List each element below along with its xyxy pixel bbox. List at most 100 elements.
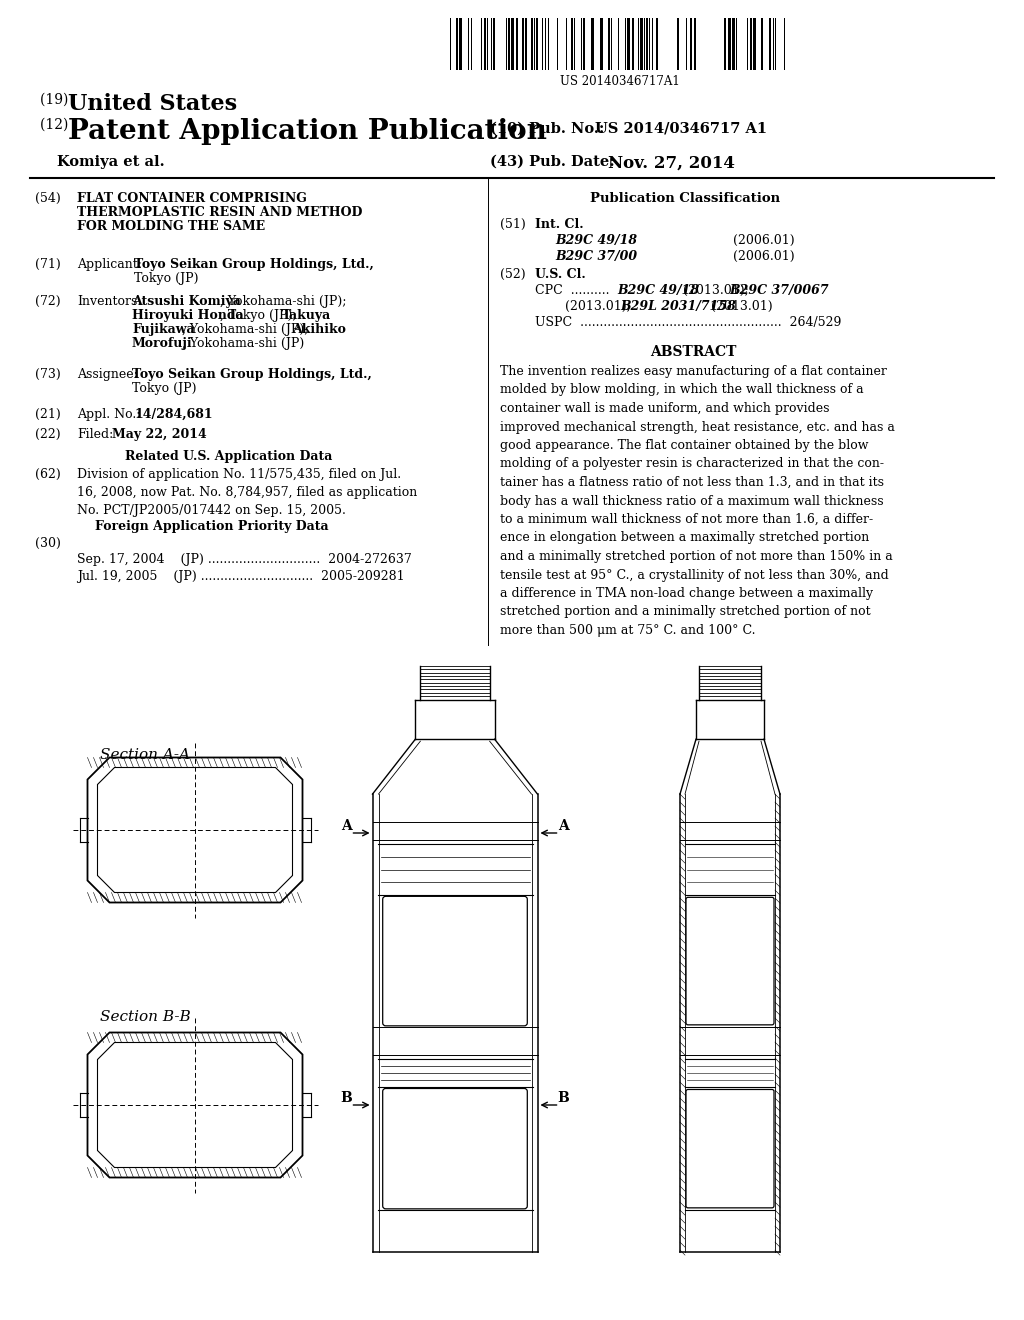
Bar [640, 18, 643, 70]
Text: (2013.01);: (2013.01); [565, 300, 635, 313]
Text: (52): (52) [500, 268, 525, 281]
Text: Division of application No. 11/575,435, filed on Jul.
16, 2008, now Pat. No. 8,7: Division of application No. 11/575,435, … [77, 469, 417, 517]
Text: (71): (71) [35, 257, 60, 271]
Text: Takuya: Takuya [282, 309, 331, 322]
Text: Section B-B: Section B-B [100, 1010, 190, 1024]
Bar [724, 18, 726, 70]
Text: Toyo Seikan Group Holdings, Ltd.,: Toyo Seikan Group Holdings, Ltd., [132, 368, 372, 381]
Bar [511, 18, 514, 70]
Bar [459, 18, 462, 70]
Bar [761, 18, 763, 70]
Bar [750, 18, 752, 70]
Text: Morofuji: Morofuji [132, 337, 193, 350]
Text: US 20140346717A1: US 20140346717A1 [560, 75, 680, 88]
Bar [677, 18, 679, 70]
Bar [656, 18, 658, 70]
Text: FLAT CONTAINER COMPRISING: FLAT CONTAINER COMPRISING [77, 191, 307, 205]
Text: B29L 2031/7158: B29L 2031/7158 [620, 300, 736, 313]
Text: (2006.01): (2006.01) [685, 234, 795, 247]
Text: Jul. 19, 2005    (JP) .............................  2005-209281: Jul. 19, 2005 (JP) .....................… [77, 570, 404, 583]
Text: Toyo Seikan Group Holdings, Ltd.,: Toyo Seikan Group Holdings, Ltd., [134, 257, 374, 271]
Text: May 22, 2014: May 22, 2014 [112, 428, 207, 441]
Text: Fujikawa: Fujikawa [132, 323, 195, 337]
Bar [516, 18, 518, 70]
Bar [608, 18, 610, 70]
Text: Hiroyuki Honda: Hiroyuki Honda [132, 309, 244, 322]
Text: (10) Pub. No.:: (10) Pub. No.: [490, 121, 604, 136]
Text: B29C 37/0067: B29C 37/0067 [729, 284, 828, 297]
Bar [591, 18, 594, 70]
Bar [508, 18, 510, 70]
Bar [536, 18, 538, 70]
Text: Foreign Application Priority Data: Foreign Application Priority Data [95, 520, 329, 533]
Bar [456, 18, 458, 70]
Text: B: B [558, 1092, 569, 1105]
Text: (30): (30) [35, 537, 60, 550]
Text: Akihiko: Akihiko [292, 323, 346, 337]
Text: Filed:: Filed: [77, 428, 114, 441]
Text: Appl. No.:: Appl. No.: [77, 408, 140, 421]
Bar [571, 18, 573, 70]
Bar [753, 18, 756, 70]
Text: Section A-A: Section A-A [100, 748, 190, 762]
Bar [732, 18, 735, 70]
Text: Publication Classification: Publication Classification [590, 191, 780, 205]
Text: Related U.S. Application Data: Related U.S. Application Data [125, 450, 333, 463]
Text: Applicant:: Applicant: [77, 257, 142, 271]
Bar [531, 18, 534, 70]
Text: The invention realizes easy manufacturing of a flat container
molded by blow mol: The invention realizes easy manufacturin… [500, 366, 895, 638]
Text: Assignee:: Assignee: [77, 368, 138, 381]
Text: (21): (21) [35, 408, 60, 421]
Text: (19): (19) [40, 92, 73, 107]
Text: U.S. Cl.: U.S. Cl. [535, 268, 586, 281]
Text: (22): (22) [35, 428, 60, 441]
Text: B29C 37/00: B29C 37/00 [555, 249, 637, 263]
Bar [728, 18, 731, 70]
Bar [627, 18, 630, 70]
Bar [632, 18, 634, 70]
Text: A: A [341, 818, 352, 833]
Text: Inventors:: Inventors: [77, 294, 141, 308]
Text: 14/284,681: 14/284,681 [134, 408, 213, 421]
Text: USPC  ....................................................  264/529: USPC ...................................… [535, 315, 842, 329]
Bar [769, 18, 771, 70]
Bar [484, 18, 486, 70]
Text: (2006.01): (2006.01) [685, 249, 795, 263]
Text: (2013.01);: (2013.01); [679, 284, 753, 297]
Bar [525, 18, 527, 70]
Text: Tokyo (JP): Tokyo (JP) [134, 272, 199, 285]
Bar [600, 18, 603, 70]
Text: A: A [558, 818, 569, 833]
Bar [493, 18, 495, 70]
Text: Komiya et al.: Komiya et al. [57, 154, 165, 169]
Bar [583, 18, 585, 70]
Bar [694, 18, 696, 70]
Text: Int. Cl.: Int. Cl. [535, 218, 584, 231]
Text: Patent Application Publication: Patent Application Publication [68, 117, 547, 145]
Text: , Yokohama-shi (JP);: , Yokohama-shi (JP); [220, 294, 346, 308]
Text: THERMOPLASTIC RESIN AND METHOD: THERMOPLASTIC RESIN AND METHOD [77, 206, 362, 219]
Text: United States: United States [68, 92, 238, 115]
Text: Atsushi Komiya: Atsushi Komiya [132, 294, 241, 308]
Text: (72): (72) [35, 294, 60, 308]
Text: B: B [341, 1092, 352, 1105]
Text: ABSTRACT: ABSTRACT [650, 345, 736, 359]
Text: B29C 49/18: B29C 49/18 [555, 234, 637, 247]
Text: FOR MOLDING THE SAME: FOR MOLDING THE SAME [77, 220, 265, 234]
Text: (12): (12) [40, 117, 73, 132]
Text: Nov. 27, 2014: Nov. 27, 2014 [608, 154, 735, 172]
Text: B29C 49/18: B29C 49/18 [617, 284, 699, 297]
Text: (2013.01): (2013.01) [707, 300, 773, 313]
Text: CPC  ..........: CPC .......... [535, 284, 609, 297]
Text: (54): (54) [35, 191, 60, 205]
Text: , Tokyo (JP);: , Tokyo (JP); [220, 309, 301, 322]
Text: (43) Pub. Date:: (43) Pub. Date: [490, 154, 614, 169]
Text: (51): (51) [500, 218, 525, 231]
Bar [690, 18, 692, 70]
Bar [522, 18, 524, 70]
Text: , Yokohama-shi (JP);: , Yokohama-shi (JP); [182, 323, 312, 337]
Text: US 2014/0346717 A1: US 2014/0346717 A1 [595, 121, 767, 136]
Text: (73): (73) [35, 368, 60, 381]
Bar [646, 18, 648, 70]
Text: Sep. 17, 2004    (JP) .............................  2004-272637: Sep. 17, 2004 (JP) .....................… [77, 553, 412, 566]
